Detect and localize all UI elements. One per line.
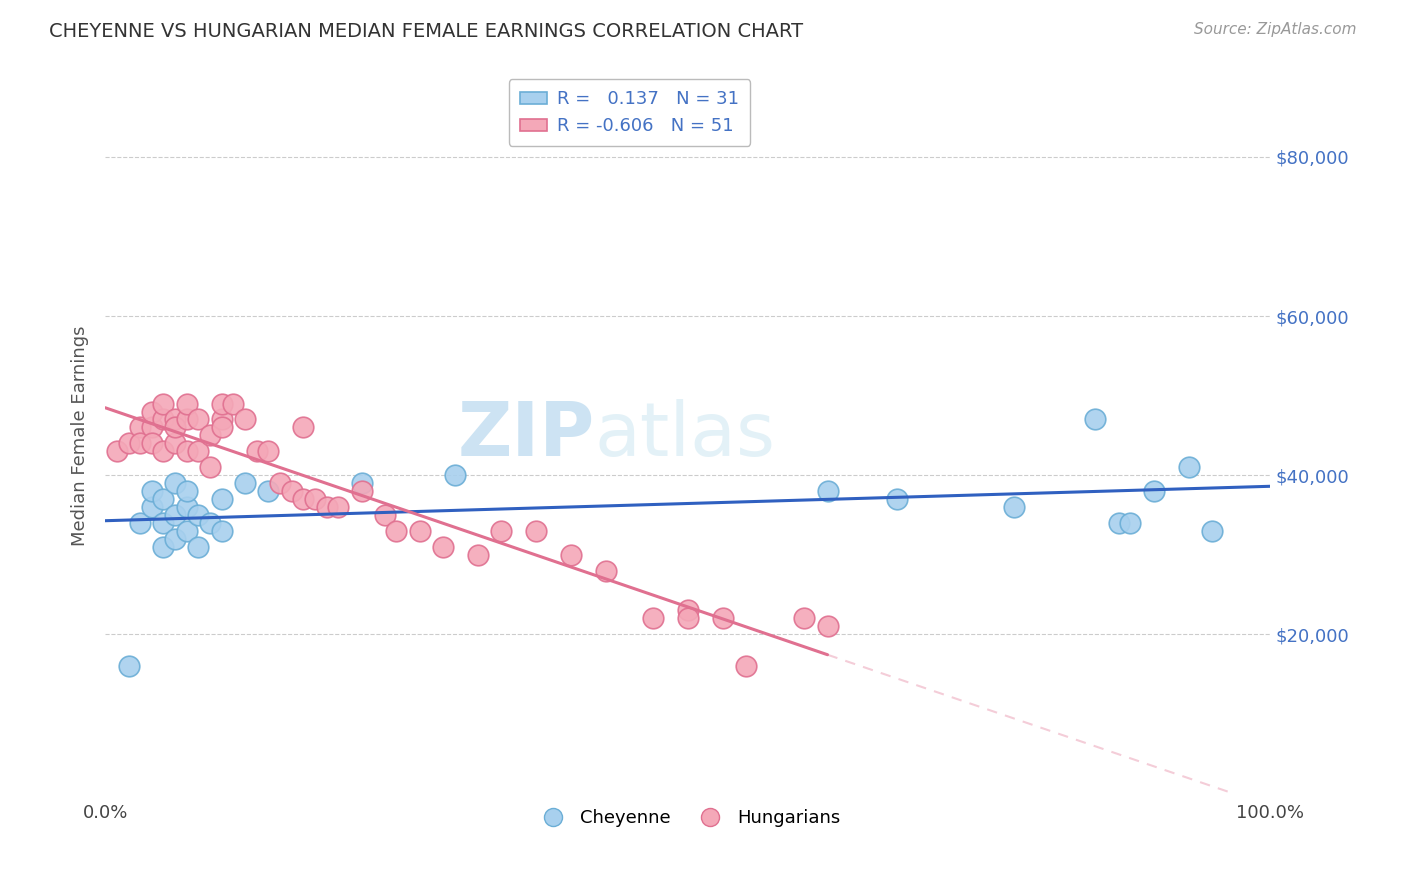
Point: [595, 564, 617, 578]
Point: [1119, 516, 1142, 530]
Point: [491, 524, 513, 538]
Point: [269, 476, 291, 491]
Point: [176, 500, 198, 514]
Point: [165, 420, 187, 434]
Point: [222, 396, 245, 410]
Point: [1143, 484, 1166, 499]
Point: [560, 548, 582, 562]
Point: [409, 524, 432, 538]
Point: [280, 484, 302, 499]
Point: [211, 491, 233, 506]
Point: [176, 524, 198, 538]
Point: [152, 412, 174, 426]
Y-axis label: Median Female Earnings: Median Female Earnings: [72, 326, 89, 546]
Point: [187, 540, 209, 554]
Point: [641, 611, 664, 625]
Point: [257, 484, 280, 499]
Point: [1108, 516, 1130, 530]
Point: [735, 659, 758, 673]
Point: [1084, 412, 1107, 426]
Point: [152, 516, 174, 530]
Text: atlas: atlas: [595, 399, 776, 472]
Point: [211, 412, 233, 426]
Text: Source: ZipAtlas.com: Source: ZipAtlas.com: [1194, 22, 1357, 37]
Point: [141, 420, 163, 434]
Point: [432, 540, 454, 554]
Point: [152, 444, 174, 458]
Point: [443, 468, 465, 483]
Point: [886, 491, 908, 506]
Point: [176, 396, 198, 410]
Legend: Cheyenne, Hungarians: Cheyenne, Hungarians: [527, 802, 848, 834]
Point: [176, 412, 198, 426]
Point: [304, 491, 326, 506]
Point: [129, 436, 152, 450]
Point: [711, 611, 734, 625]
Point: [211, 524, 233, 538]
Text: CHEYENNE VS HUNGARIAN MEDIAN FEMALE EARNINGS CORRELATION CHART: CHEYENNE VS HUNGARIAN MEDIAN FEMALE EARN…: [49, 22, 803, 41]
Point: [1201, 524, 1223, 538]
Point: [165, 476, 187, 491]
Point: [793, 611, 815, 625]
Point: [233, 476, 256, 491]
Point: [165, 508, 187, 522]
Text: ZIP: ZIP: [457, 399, 595, 472]
Point: [105, 444, 128, 458]
Point: [187, 508, 209, 522]
Point: [233, 412, 256, 426]
Point: [676, 611, 699, 625]
Point: [315, 500, 337, 514]
Point: [385, 524, 408, 538]
Point: [198, 460, 221, 475]
Point: [524, 524, 547, 538]
Point: [211, 420, 233, 434]
Point: [187, 444, 209, 458]
Point: [141, 500, 163, 514]
Point: [117, 659, 139, 673]
Point: [198, 428, 221, 442]
Point: [152, 396, 174, 410]
Point: [292, 491, 315, 506]
Point: [817, 619, 839, 633]
Point: [141, 484, 163, 499]
Point: [1002, 500, 1025, 514]
Point: [676, 603, 699, 617]
Point: [165, 532, 187, 546]
Point: [328, 500, 350, 514]
Point: [141, 404, 163, 418]
Point: [1177, 460, 1199, 475]
Point: [374, 508, 396, 522]
Point: [187, 412, 209, 426]
Point: [817, 484, 839, 499]
Point: [350, 484, 373, 499]
Point: [129, 516, 152, 530]
Point: [246, 444, 269, 458]
Point: [152, 540, 174, 554]
Point: [176, 484, 198, 499]
Point: [176, 444, 198, 458]
Point: [129, 420, 152, 434]
Point: [165, 436, 187, 450]
Point: [141, 436, 163, 450]
Point: [292, 420, 315, 434]
Point: [211, 396, 233, 410]
Point: [152, 491, 174, 506]
Point: [350, 476, 373, 491]
Point: [165, 412, 187, 426]
Point: [467, 548, 489, 562]
Point: [117, 436, 139, 450]
Point: [257, 444, 280, 458]
Point: [198, 516, 221, 530]
